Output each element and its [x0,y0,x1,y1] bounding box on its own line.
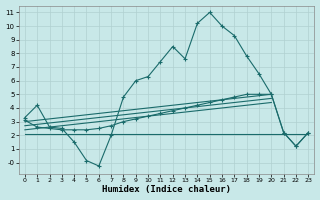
X-axis label: Humidex (Indice chaleur): Humidex (Indice chaleur) [102,185,231,194]
